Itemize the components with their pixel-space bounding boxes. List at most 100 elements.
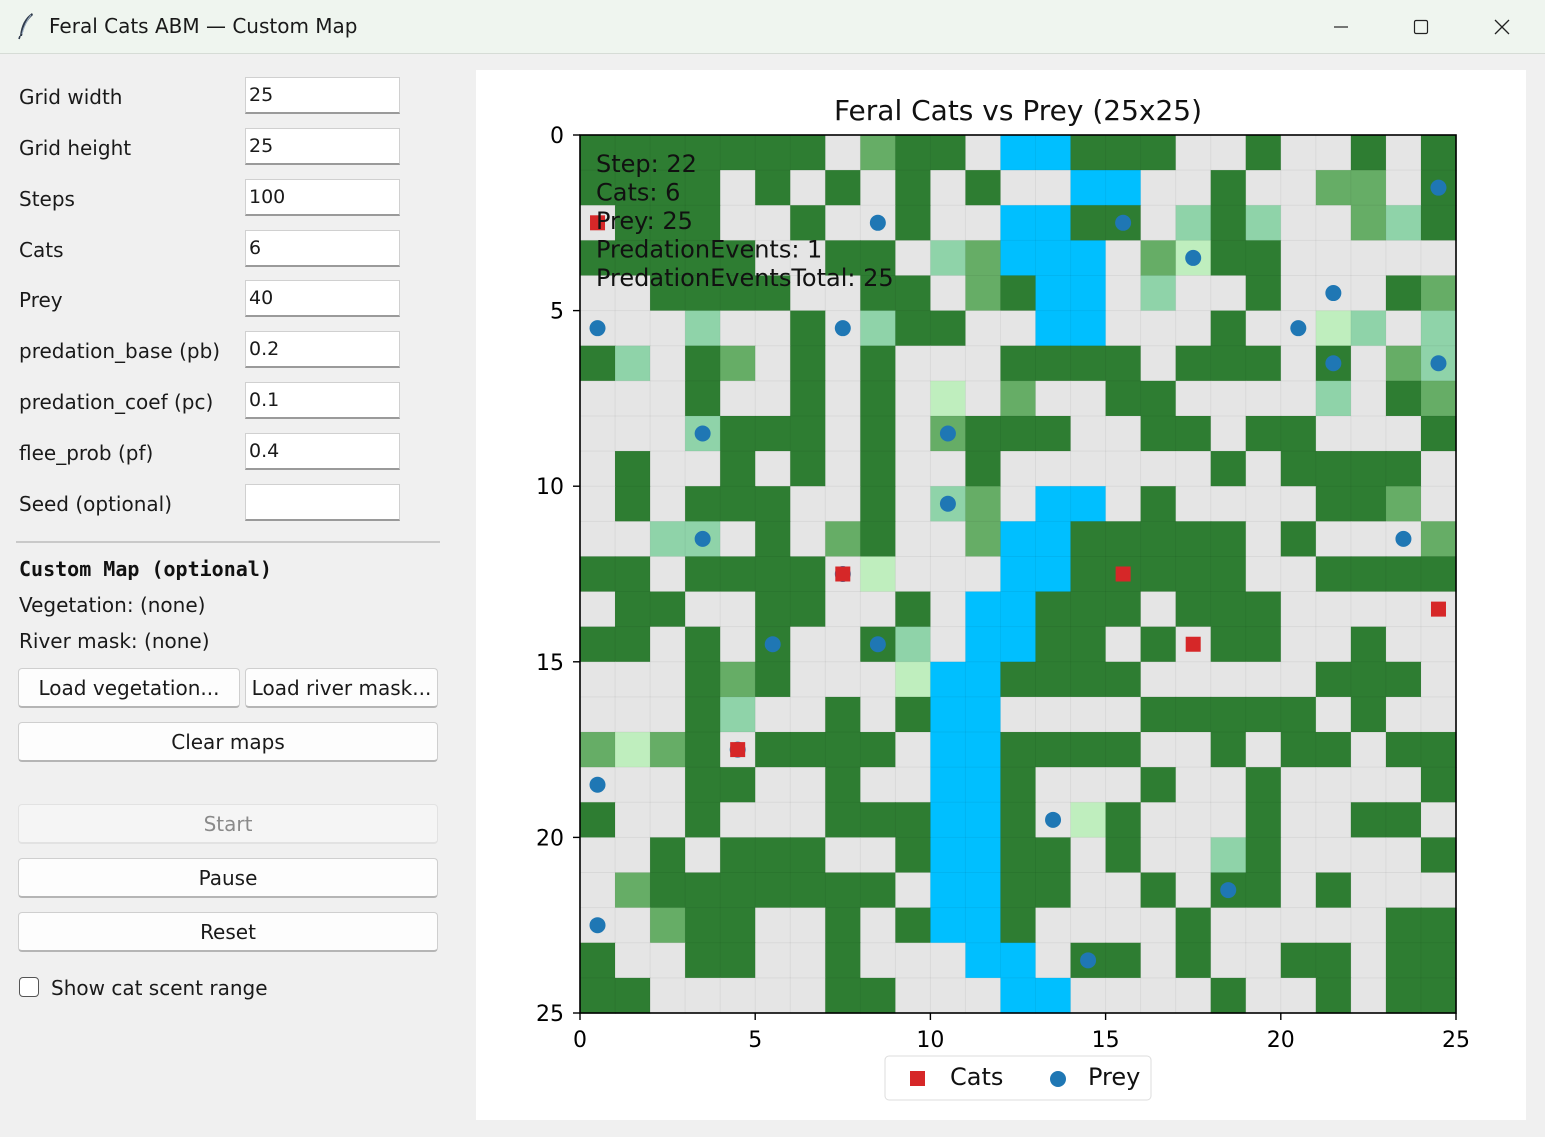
chart-legend — [884, 1055, 1152, 1101]
cell-bare — [1280, 275, 1317, 312]
prey-marker — [589, 320, 606, 337]
cell-medium — [965, 486, 1002, 522]
cell-bare — [1140, 345, 1177, 382]
cell-dense — [615, 135, 651, 171]
cell-bare — [1385, 415, 1422, 452]
grid-height-label: Grid height — [19, 136, 132, 160]
cell-bare — [1035, 380, 1072, 417]
prey-marker — [764, 636, 781, 653]
cat-marker — [1185, 636, 1201, 652]
flee-prob-input[interactable] — [245, 433, 400, 470]
maximize-button[interactable] — [1381, 0, 1461, 53]
cell-light — [1350, 310, 1387, 347]
cell-bare — [1245, 942, 1282, 979]
cell-pale — [1315, 310, 1352, 347]
cell-bare — [615, 521, 651, 558]
cell-bare — [580, 380, 616, 417]
cell-bare — [965, 310, 1002, 347]
cell-bare — [1245, 380, 1282, 417]
close-button[interactable] — [1462, 0, 1542, 53]
cell-dense — [685, 205, 721, 241]
cell-bare — [895, 521, 931, 558]
cell-bare — [650, 696, 686, 733]
cell-dense — [685, 696, 721, 733]
cell-dense — [720, 240, 756, 277]
cell-dense — [1315, 942, 1352, 979]
cats-label: Cats — [19, 238, 64, 262]
cell-dense — [790, 556, 826, 593]
cell-bare — [930, 977, 967, 1014]
cell-bare — [1175, 802, 1212, 838]
status-annotation-line: Cats: 6 — [596, 179, 680, 207]
cell-dense — [825, 240, 861, 277]
cell-dense — [1420, 135, 1457, 171]
cell-dense — [615, 451, 651, 487]
cell-bare — [1280, 767, 1317, 803]
cell-bare — [580, 451, 616, 487]
cell-bare — [615, 837, 651, 874]
cell-dense — [790, 415, 826, 452]
cell-bare — [1420, 661, 1457, 698]
cell-bare — [1350, 907, 1387, 944]
cell-dense — [1245, 767, 1282, 803]
cell-river — [930, 732, 967, 768]
cell-bare — [1280, 486, 1317, 522]
load-vegetation-button[interactable]: Load vegetation... — [18, 668, 240, 708]
cell-bare — [1385, 696, 1422, 733]
cell-bare — [1000, 310, 1037, 347]
cell-dense — [1175, 942, 1212, 979]
cell-dense — [1210, 591, 1247, 628]
cell-bare — [755, 942, 791, 979]
predation-base-input[interactable] — [245, 331, 400, 368]
cell-river — [1000, 591, 1037, 628]
cell-river — [930, 661, 967, 698]
cell-bare — [685, 591, 721, 628]
seed-input[interactable] — [245, 484, 400, 521]
cell-dense — [1140, 521, 1177, 558]
start-button[interactable]: Start — [18, 804, 438, 844]
clear-maps-button[interactable]: Clear maps — [18, 722, 438, 762]
reset-button[interactable]: Reset — [18, 912, 438, 952]
cell-bare — [1175, 380, 1212, 417]
cell-bare — [1000, 486, 1037, 522]
legend-cat-label: Cats — [950, 1063, 1003, 1091]
cell-dense — [1175, 591, 1212, 628]
cell-river — [1070, 486, 1107, 522]
cell-dense — [1140, 486, 1177, 522]
grid-width-input[interactable] — [245, 77, 400, 114]
cell-dense — [685, 732, 721, 768]
cell-dense — [1070, 135, 1107, 171]
cell-bare — [685, 837, 721, 874]
grid-height-input[interactable] — [245, 128, 400, 165]
cell-bare — [615, 767, 651, 803]
cell-bare — [650, 451, 686, 487]
cell-dense — [685, 767, 721, 803]
cell-bare — [580, 486, 616, 522]
cell-bare — [650, 486, 686, 522]
steps-input[interactable] — [245, 179, 400, 216]
scent-range-checkbox[interactable] — [19, 977, 39, 997]
cell-river — [1070, 170, 1107, 206]
cell-bare — [1350, 521, 1387, 558]
cell-river — [965, 732, 1002, 768]
cell-bare — [1350, 872, 1387, 909]
feather-icon — [16, 12, 36, 40]
cell-bare — [615, 275, 651, 312]
cell-bare — [1420, 486, 1457, 522]
cell-river — [965, 626, 1002, 663]
prey-input[interactable] — [245, 280, 400, 317]
cell-bare — [930, 942, 967, 979]
cats-input[interactable] — [245, 230, 400, 267]
cell-bare — [720, 591, 756, 628]
cell-medium — [1350, 205, 1387, 241]
minimize-button[interactable] — [1301, 0, 1381, 53]
cell-dense — [1035, 591, 1072, 628]
pause-button[interactable]: Pause — [18, 858, 438, 898]
cell-dense — [1350, 556, 1387, 593]
predation-coef-input[interactable] — [245, 382, 400, 419]
cell-dense — [755, 837, 791, 874]
cell-river — [1000, 626, 1037, 663]
cell-bare — [1070, 415, 1107, 452]
cell-dense — [1385, 451, 1422, 487]
load-river-mask-button[interactable]: Load river mask... — [245, 668, 438, 708]
